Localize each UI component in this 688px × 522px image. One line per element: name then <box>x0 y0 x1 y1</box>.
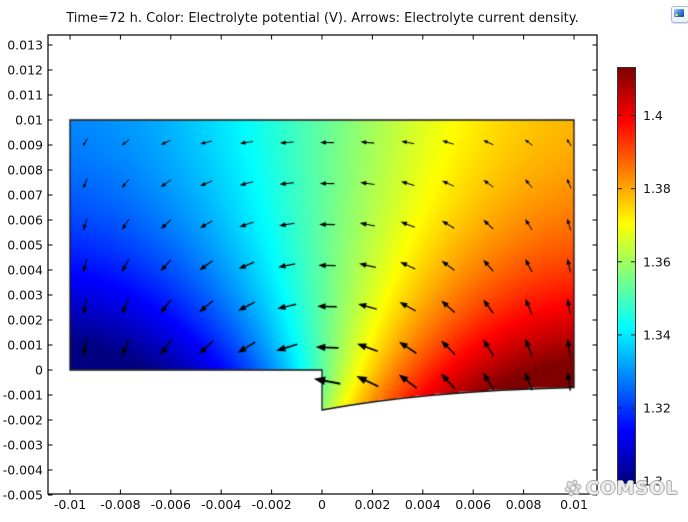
colorbar-tick-label: 1.34 <box>643 327 671 342</box>
y-tick-label: 0.01 <box>15 113 43 128</box>
comsol-watermark: COMSOL <box>560 475 678 501</box>
colorbar <box>618 68 635 483</box>
y-tick-label: 0 <box>35 363 43 378</box>
y-tick-label: -0.003 <box>3 438 43 453</box>
colorbar-tick-label: 1.4 <box>643 108 663 123</box>
comsol-watermark-text: COMSOL <box>586 477 679 499</box>
y-tick-label: 0.004 <box>7 263 43 278</box>
y-tick-label: 0.011 <box>7 88 43 103</box>
x-tick-label: 0.004 <box>405 497 441 512</box>
x-tick-label: -0.006 <box>151 497 191 512</box>
x-tick-label: 0.002 <box>355 497 391 512</box>
x-tick-label: -0.008 <box>100 497 140 512</box>
y-tick-label: 0.002 <box>7 313 43 328</box>
y-tick-label: 0.012 <box>7 63 43 78</box>
x-tick-label: 0.008 <box>506 497 542 512</box>
plot-window-icon-dot <box>675 14 678 16</box>
x-tick-label: 0 <box>318 497 326 512</box>
y-tick-label: 0.001 <box>7 338 43 353</box>
comsol-flower-icon <box>564 479 582 497</box>
y-tick-label: -0.002 <box>3 413 43 428</box>
y-tick-label: 0.003 <box>7 288 43 303</box>
x-tick-label: 0.006 <box>455 497 491 512</box>
colorbar-tick-label: 1.36 <box>643 254 671 269</box>
y-tick-label: 0.013 <box>7 38 43 53</box>
plot-area-canvas[interactable] <box>49 36 597 494</box>
y-tick-label: 0.009 <box>7 138 43 153</box>
x-tick-label: -0.002 <box>251 497 291 512</box>
plot-window-icon[interactable] <box>671 6 688 23</box>
y-tick-label: 0.007 <box>7 188 43 203</box>
colorbar-tick-label: 1.32 <box>643 401 671 416</box>
x-tick-label: -0.004 <box>201 497 241 512</box>
y-tick-label: -0.005 <box>3 488 43 503</box>
y-tick-label: -0.001 <box>3 388 43 403</box>
plot-title: Time=72 h. Color: Electrolyte potential … <box>66 11 579 26</box>
colorbar-tick-label: 1.38 <box>643 181 671 196</box>
y-tick-label: 0.006 <box>7 213 43 228</box>
x-tick-label: -0.01 <box>54 497 86 512</box>
y-tick-label: 0.008 <box>7 163 43 178</box>
y-tick-label: 0.005 <box>7 238 43 253</box>
plot-window-icon-screen <box>674 9 684 17</box>
y-tick-label: -0.004 <box>3 463 43 478</box>
